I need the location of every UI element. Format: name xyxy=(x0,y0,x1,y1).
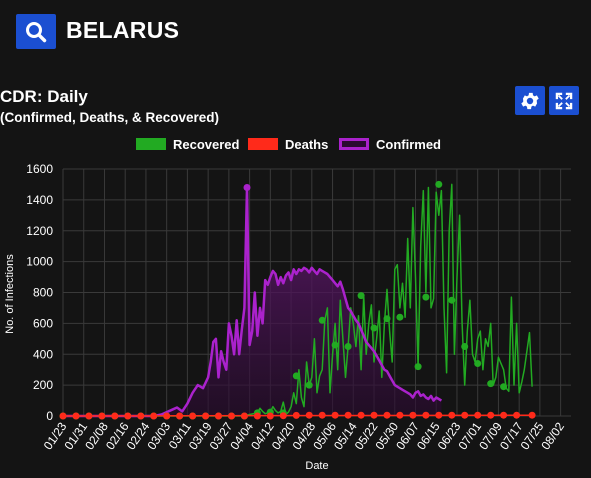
legend-item-confirmed[interactable]: Confirmed xyxy=(339,134,441,154)
legend-label-deaths: Deaths xyxy=(285,136,329,152)
legend-item-recovered[interactable]: Recovered xyxy=(136,134,239,154)
point-recovered xyxy=(461,343,469,350)
point-deaths xyxy=(383,411,391,419)
point-recovered xyxy=(396,313,404,321)
confirmed-area-fill xyxy=(63,187,442,416)
point-recovered xyxy=(292,372,300,380)
point-recovered xyxy=(435,180,443,188)
point-deaths xyxy=(150,412,158,420)
point-deaths xyxy=(528,411,536,419)
search-icon xyxy=(26,21,47,42)
point-deaths xyxy=(163,412,171,420)
point-confirmed xyxy=(243,184,251,191)
point-deaths xyxy=(189,412,197,420)
point-recovered xyxy=(305,381,313,389)
fullscreen-button[interactable] xyxy=(549,86,579,115)
point-deaths xyxy=(124,412,132,420)
gear-icon xyxy=(521,92,539,109)
country-name: BELARUS xyxy=(66,17,180,43)
point-deaths xyxy=(85,412,93,420)
point-deaths xyxy=(448,411,456,419)
point-recovered xyxy=(500,383,508,391)
point-deaths xyxy=(279,412,287,420)
point-deaths xyxy=(240,412,248,420)
point-recovered xyxy=(331,341,339,349)
chart-subtitle: (Confirmed, Deaths, & Recovered) xyxy=(0,110,220,125)
point-recovered xyxy=(414,363,422,371)
point-deaths xyxy=(461,411,469,419)
point-deaths xyxy=(357,411,365,419)
point-deaths xyxy=(422,411,430,419)
point-deaths xyxy=(202,412,210,420)
point-recovered xyxy=(487,380,495,388)
series-line-confirmed xyxy=(63,186,443,418)
point-deaths xyxy=(266,412,274,420)
legend-label-recovered: Recovered xyxy=(173,136,240,152)
point-recovered xyxy=(318,316,326,324)
point-deaths xyxy=(370,411,378,419)
point-recovered xyxy=(422,293,430,301)
y-tick-label: 1400 xyxy=(26,193,53,207)
point-recovered xyxy=(344,343,352,350)
chart-title: CDR: Daily xyxy=(0,87,88,106)
point-deaths xyxy=(253,412,261,420)
legend-label-confirmed: Confirmed xyxy=(376,136,441,152)
y-tick-label: 1600 xyxy=(26,162,53,176)
point-deaths xyxy=(487,411,495,419)
point-deaths xyxy=(215,412,222,420)
point-deaths xyxy=(111,412,119,420)
y-tick-label: 1000 xyxy=(26,255,53,269)
confirmed-area xyxy=(63,187,442,416)
point-deaths xyxy=(318,411,326,419)
point-deaths xyxy=(98,412,106,420)
x-axis-title: Date xyxy=(305,460,328,472)
point-deaths xyxy=(305,411,313,419)
chart-markers xyxy=(59,180,536,420)
point-deaths xyxy=(344,411,352,419)
point-deaths xyxy=(513,411,521,419)
y-tick-label: 0 xyxy=(46,409,53,423)
y-tick-label: 800 xyxy=(33,286,53,300)
chart-legend: Recovered Deaths Confirmed xyxy=(0,134,591,154)
point-deaths xyxy=(292,411,300,419)
legend-item-deaths[interactable]: Deaths xyxy=(248,134,328,154)
point-deaths xyxy=(228,412,235,420)
legend-swatch-recovered xyxy=(136,138,166,150)
point-deaths xyxy=(137,412,145,420)
point-deaths xyxy=(72,412,80,420)
settings-button[interactable] xyxy=(515,86,545,115)
x-tick-label: 08/02 xyxy=(538,419,567,452)
point-deaths xyxy=(409,411,417,419)
point-recovered xyxy=(370,324,378,332)
legend-swatch-deaths xyxy=(248,138,278,150)
point-recovered xyxy=(357,292,365,300)
point-deaths xyxy=(474,411,482,419)
y-axis-ticks: 0 200 400 600 800 1000 1200 1400 1600 xyxy=(26,162,53,423)
point-recovered xyxy=(448,296,456,304)
search-button[interactable] xyxy=(16,14,56,49)
y-tick-label: 1200 xyxy=(26,224,53,238)
point-deaths xyxy=(59,412,67,420)
y-tick-label: 600 xyxy=(33,316,53,330)
point-deaths xyxy=(331,411,339,419)
y-tick-label: 400 xyxy=(33,347,53,361)
point-deaths xyxy=(500,411,508,419)
expand-icon xyxy=(555,92,573,109)
point-recovered xyxy=(383,315,391,323)
x-axis-ticks: 01/2301/3102/0802/1602/2403/0303/1103/19… xyxy=(41,419,568,452)
y-axis-title: No. of Infections xyxy=(4,254,16,334)
point-recovered xyxy=(474,360,482,367)
legend-swatch-confirmed xyxy=(339,138,369,150)
x-tick-label: 03/03 xyxy=(144,419,173,452)
point-deaths xyxy=(435,411,443,419)
y-tick-label: 200 xyxy=(33,378,53,392)
point-deaths xyxy=(396,411,404,419)
series-line-recovered xyxy=(63,183,533,417)
point-deaths xyxy=(176,412,184,420)
